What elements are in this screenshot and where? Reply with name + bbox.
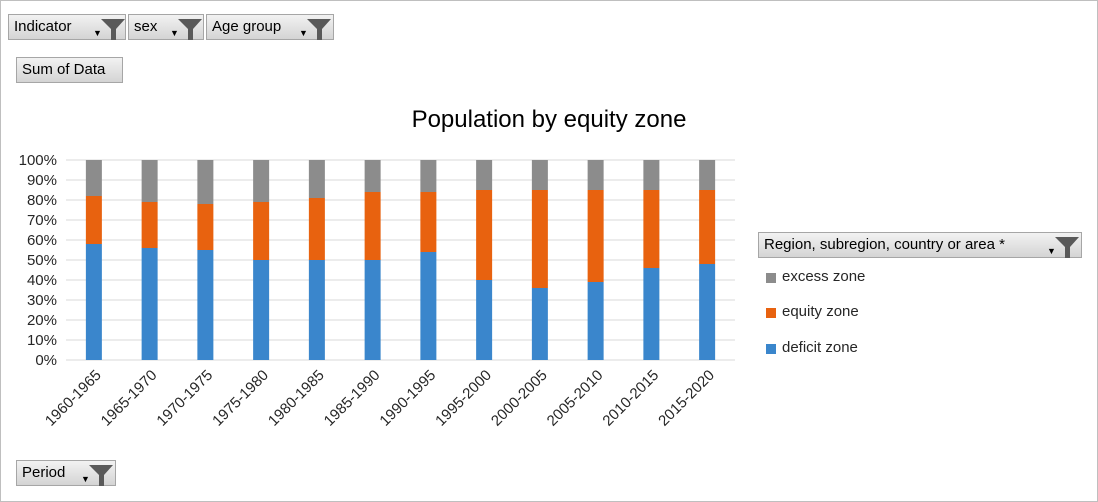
bar-excess-2010-2015 bbox=[643, 160, 660, 190]
indicator-filter-button[interactable]: Indicator ▼ bbox=[8, 14, 126, 40]
legend-swatch-deficit bbox=[766, 344, 776, 354]
bar-deficit-1990-1995 bbox=[420, 252, 437, 360]
bar-deficit-1980-1985 bbox=[308, 260, 325, 360]
x-tick-label: 1975-1980 bbox=[209, 367, 272, 430]
chart-title: Population by equity zone bbox=[412, 106, 687, 133]
bar-excess-1980-1985 bbox=[308, 160, 325, 198]
dropdown-arrow-icon: ▼ bbox=[93, 28, 102, 38]
filter-funnel-icon bbox=[89, 465, 113, 486]
bar-equity-1970-1975 bbox=[197, 204, 214, 250]
dropdown-arrow-icon: ▼ bbox=[1047, 246, 1056, 256]
bar-deficit-1985-1990 bbox=[364, 260, 381, 360]
bar-excess-1965-1970 bbox=[141, 160, 158, 202]
age-group-filter-button[interactable]: Age group ▼ bbox=[206, 14, 334, 40]
y-tick-label: 70% bbox=[27, 212, 57, 229]
bar-excess-1995-2000 bbox=[476, 160, 493, 190]
indicator-filter-label: Indicator bbox=[14, 18, 72, 35]
sex-filter-label: sex bbox=[134, 18, 158, 35]
sex-filter-button[interactable]: sex ▼ bbox=[128, 14, 204, 40]
y-tick-label: 80% bbox=[27, 192, 57, 209]
age-group-filter-label: Age group bbox=[212, 18, 282, 35]
dropdown-arrow-icon: ▼ bbox=[170, 28, 179, 38]
dropdown-arrow-icon: ▼ bbox=[299, 28, 308, 38]
legend-label-excess: excess zone bbox=[782, 268, 866, 285]
bar-equity-1995-2000 bbox=[476, 190, 493, 280]
x-tick-label: 2015-2020 bbox=[655, 367, 718, 430]
filter-funnel-icon bbox=[178, 19, 202, 40]
bar-deficit-1970-1975 bbox=[197, 250, 214, 360]
y-tick-label: 60% bbox=[27, 232, 57, 249]
x-tick-label: 1995-2000 bbox=[432, 367, 495, 430]
bar-equity-1965-1970 bbox=[141, 202, 158, 248]
dropdown-arrow-icon: ▼ bbox=[81, 474, 90, 484]
bar-deficit-2005-2010 bbox=[587, 282, 604, 360]
y-tick-label: 100% bbox=[19, 152, 57, 169]
bar-excess-1960-1965 bbox=[85, 160, 102, 196]
filter-funnel-icon bbox=[307, 19, 331, 40]
legend-swatch-equity bbox=[766, 308, 776, 318]
bar-deficit-1995-2000 bbox=[476, 280, 493, 360]
bar-excess-1970-1975 bbox=[197, 160, 214, 204]
bar-equity-1980-1985 bbox=[308, 198, 325, 260]
x-tick-label: 1990-1995 bbox=[376, 367, 439, 430]
y-tick-label: 50% bbox=[27, 252, 57, 269]
bar-deficit-2000-2005 bbox=[531, 288, 548, 360]
bar-equity-1960-1965 bbox=[85, 196, 102, 244]
bar-equity-2015-2020 bbox=[699, 190, 716, 264]
y-tick-label: 20% bbox=[27, 312, 57, 329]
x-tick-label: 2010-2015 bbox=[599, 367, 662, 430]
bar-excess-1990-1995 bbox=[420, 160, 437, 192]
period-filter-label: Period bbox=[22, 464, 66, 481]
bar-excess-1985-1990 bbox=[364, 160, 381, 192]
bar-deficit-1965-1970 bbox=[141, 248, 158, 360]
bar-equity-1990-1995 bbox=[420, 192, 437, 252]
x-tick-label: 1980-1985 bbox=[265, 367, 328, 430]
region-filter-label: Region, subregion, country or area * bbox=[764, 236, 1005, 253]
legend-label-equity: equity zone bbox=[782, 303, 859, 320]
bar-excess-2000-2005 bbox=[531, 160, 548, 190]
bar-excess-2015-2020 bbox=[699, 160, 716, 190]
sum-of-data-button[interactable]: Sum of Data bbox=[16, 57, 123, 83]
bar-equity-1985-1990 bbox=[364, 192, 381, 260]
legend-label-deficit: deficit zone bbox=[782, 339, 858, 356]
bar-excess-2005-2010 bbox=[587, 160, 604, 190]
bar-deficit-2010-2015 bbox=[643, 268, 660, 360]
x-tick-label: 1970-1975 bbox=[153, 367, 216, 430]
bar-equity-1975-1980 bbox=[253, 202, 270, 260]
y-tick-label: 10% bbox=[27, 332, 57, 349]
region-filter-button[interactable]: Region, subregion, country or area * ▼ bbox=[758, 232, 1082, 258]
bar-deficit-1960-1965 bbox=[85, 244, 102, 360]
bar-deficit-2015-2020 bbox=[699, 264, 716, 360]
legend-swatch-excess bbox=[766, 273, 776, 283]
y-tick-label: 40% bbox=[27, 272, 57, 289]
bar-equity-2000-2005 bbox=[531, 190, 548, 288]
filter-funnel-icon bbox=[1055, 237, 1079, 258]
x-tick-label: 1960-1965 bbox=[42, 367, 105, 430]
sum-of-data-label: Sum of Data bbox=[22, 61, 106, 78]
x-tick-label: 1985-1990 bbox=[321, 367, 384, 430]
period-filter-button[interactable]: Period ▼ bbox=[16, 460, 116, 486]
x-tick-label: 2005-2010 bbox=[544, 367, 607, 430]
filter-funnel-icon bbox=[101, 19, 125, 40]
bar-excess-1975-1980 bbox=[253, 160, 270, 202]
x-tick-label: 1965-1970 bbox=[98, 367, 161, 430]
bar-deficit-1975-1980 bbox=[253, 260, 270, 360]
x-tick-label: 2000-2005 bbox=[488, 367, 551, 430]
y-tick-label: 30% bbox=[27, 292, 57, 309]
y-tick-label: 90% bbox=[27, 172, 57, 189]
bar-equity-2005-2010 bbox=[587, 190, 604, 282]
bar-equity-2010-2015 bbox=[643, 190, 660, 268]
y-tick-label: 0% bbox=[35, 352, 57, 369]
